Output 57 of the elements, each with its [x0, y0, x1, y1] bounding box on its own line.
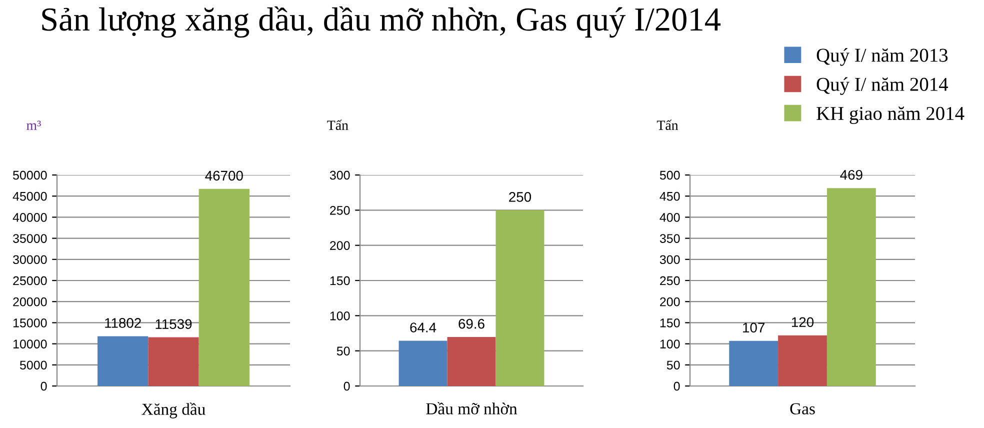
y-tick-label: 50000 [13, 170, 47, 180]
y-tick-label: 40000 [12, 213, 47, 222]
y-tick-label: 200 [660, 297, 680, 306]
data-label: 250 [509, 192, 532, 202]
bar [148, 337, 199, 386]
y-tick-label: 35000 [13, 234, 47, 243]
y-tick-label: 100 [660, 340, 680, 348]
y-tick-label: 20000 [13, 297, 47, 306]
y-tick-label: 0 [344, 382, 350, 391]
data-label: 69.6 [458, 318, 484, 329]
y-tick-label: 500 [660, 170, 680, 180]
bar [98, 336, 148, 386]
y-tick-label: 50 [666, 360, 680, 370]
bar [778, 335, 827, 386]
bar [496, 210, 544, 386]
x-tick-label: Xăng dầu [142, 402, 206, 418]
y-tick-label: 200 [330, 241, 350, 250]
data-label: 64.4 [410, 322, 436, 332]
y-tick-label: 250 [660, 276, 680, 286]
bar [729, 340, 778, 386]
y-tick-label: 150 [660, 318, 680, 328]
bar [447, 337, 496, 386]
bar [198, 188, 250, 386]
y-axis-title: Tấn [656, 120, 678, 130]
x-tick-label: Gas [790, 403, 815, 414]
data-label: 120 [792, 317, 814, 328]
data-label: 469 [840, 170, 862, 180]
y-tick-label: 25000 [13, 276, 47, 286]
legend-label: Quý I/ năm 2014 [816, 77, 948, 95]
y-tick-label: 50 [336, 346, 350, 356]
y-tick-label: 300 [330, 170, 350, 180]
bar [826, 188, 876, 386]
x-tick-label: Dầu mỡ nhờn [426, 402, 518, 414]
legend-label: Quý I/ năm 2013 [816, 48, 948, 66]
y-tick-label: 0 [674, 382, 680, 391]
legend-label: KH giao năm 2014 [816, 106, 964, 124]
y-axis-title: m³ [26, 120, 41, 130]
y-tick-label: 5000 [20, 360, 47, 370]
text: Sản lượng xăng dầu, dầu mỡ nhờn, Gas quý I/2014 [42, 6, 721, 38]
y-tick-label: 45000 [12, 192, 47, 201]
y-tick-label: 150 [330, 276, 350, 286]
data-label: 107 [743, 322, 764, 333]
data-label: 46700 [205, 170, 243, 181]
y-tick-label: 250 [330, 206, 350, 215]
y-tick-label: 100 [330, 311, 350, 320]
data-label: 11539 [156, 319, 192, 330]
y-tick-label: 30000 [13, 255, 47, 264]
y-tick-label: 450 [660, 192, 680, 201]
y-tick-label: 0 [40, 382, 47, 391]
bar [398, 340, 448, 386]
y-tick-label: 300 [660, 255, 680, 264]
data-label: 11802 [105, 318, 141, 328]
y-axis-title: Tấn [327, 120, 348, 130]
y-tick-label: 15000 [13, 318, 47, 328]
y-tick-label: 400 [660, 213, 680, 222]
y-tick-label: 350 [660, 234, 680, 243]
y-tick-label: 10000 [13, 340, 47, 348]
